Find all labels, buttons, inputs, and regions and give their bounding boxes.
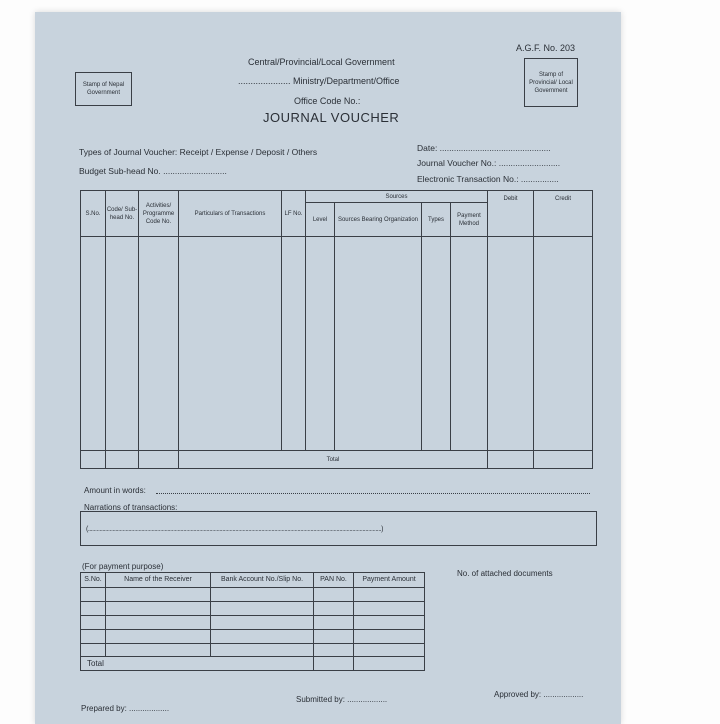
col-lf: LF No. (281, 190, 306, 237)
col-code: Code/ Sub-head No. (105, 190, 139, 237)
voucher-types: Types of Journal Voucher: Receipt / Expe… (79, 147, 318, 157)
col-credit: Credit (533, 190, 594, 237)
page-title: JOURNAL VOUCHER (263, 110, 400, 125)
table-row[interactable] (80, 587, 425, 602)
transactions-table: S.No. Code/ Sub-head No. Activities/ Pro… (80, 190, 594, 469)
table-row[interactable] (80, 615, 425, 630)
stamp-nepal-government: Stamp of Nepal Government (75, 72, 132, 106)
government-line: Central/Provincial/Local Government (248, 57, 395, 67)
form-number: A.G.F. No. 203 (516, 43, 576, 53)
table-row[interactable] (80, 236, 594, 451)
budget-subhead-field[interactable]: Budget Sub-head No. ....................… (79, 166, 227, 176)
total-row: Total (80, 450, 594, 469)
pay-col-pan: PAN No. (313, 572, 354, 588)
col-level: Level (305, 202, 335, 237)
payment-total-row: Total (80, 656, 425, 671)
office-code: Office Code No.: (294, 96, 361, 106)
prepared-by[interactable]: Prepared by: .................. (81, 704, 170, 713)
narrations-box[interactable]: (.......................................… (80, 511, 597, 546)
electronic-transaction-field[interactable]: Electronic Transaction No.: ............… (417, 174, 559, 184)
col-activities: Activities/ Programme Code No. (138, 190, 179, 237)
narrations-label: Narrations of transactions: (84, 503, 178, 512)
col-payment-method: Payment Method (449, 202, 489, 237)
col-group-sources: Sources (304, 190, 489, 203)
voucher-number-field[interactable]: Journal Voucher No.: ...................… (417, 158, 561, 168)
ministry-line: ..................... Ministry/Departmen… (238, 76, 400, 86)
amount-in-words-label: Amount in words: (84, 486, 146, 495)
pay-col-bank: Bank Account No./Slip No. (210, 572, 314, 588)
narration-line: (.......................................… (86, 526, 383, 533)
stamp-provincial-government: Stamp of Provincial/ Local Government (524, 58, 578, 107)
date-field[interactable]: Date: ..................................… (417, 143, 551, 153)
payment-table: S.No. Name of the Receiver Bank Account … (80, 572, 425, 671)
pay-col-sno: S.No. (80, 572, 106, 588)
attached-documents-label: No. of attached documents (457, 569, 553, 578)
total-label: Total (177, 450, 489, 469)
submitted-by[interactable]: Submitted by: .................. (296, 695, 388, 704)
col-sources-bearing: Sources Bearing Organization (334, 202, 422, 237)
col-particulars: Particulars of Transactions (178, 190, 282, 237)
pay-col-receiver: Name of the Receiver (105, 572, 211, 588)
payment-caption: (For payment purpose) (82, 562, 164, 571)
col-sno: S.No. (80, 190, 106, 237)
table-row[interactable] (80, 629, 425, 644)
table-row[interactable] (80, 643, 425, 657)
amount-in-words-field[interactable] (156, 493, 590, 494)
col-debit: Debit (487, 190, 535, 237)
col-types: Types (421, 202, 451, 237)
approved-by[interactable]: Approved by: .................. (494, 690, 584, 699)
payment-total-label: Total (80, 656, 314, 671)
table-row[interactable] (80, 601, 425, 616)
pay-col-amount: Payment Amount (353, 572, 425, 588)
